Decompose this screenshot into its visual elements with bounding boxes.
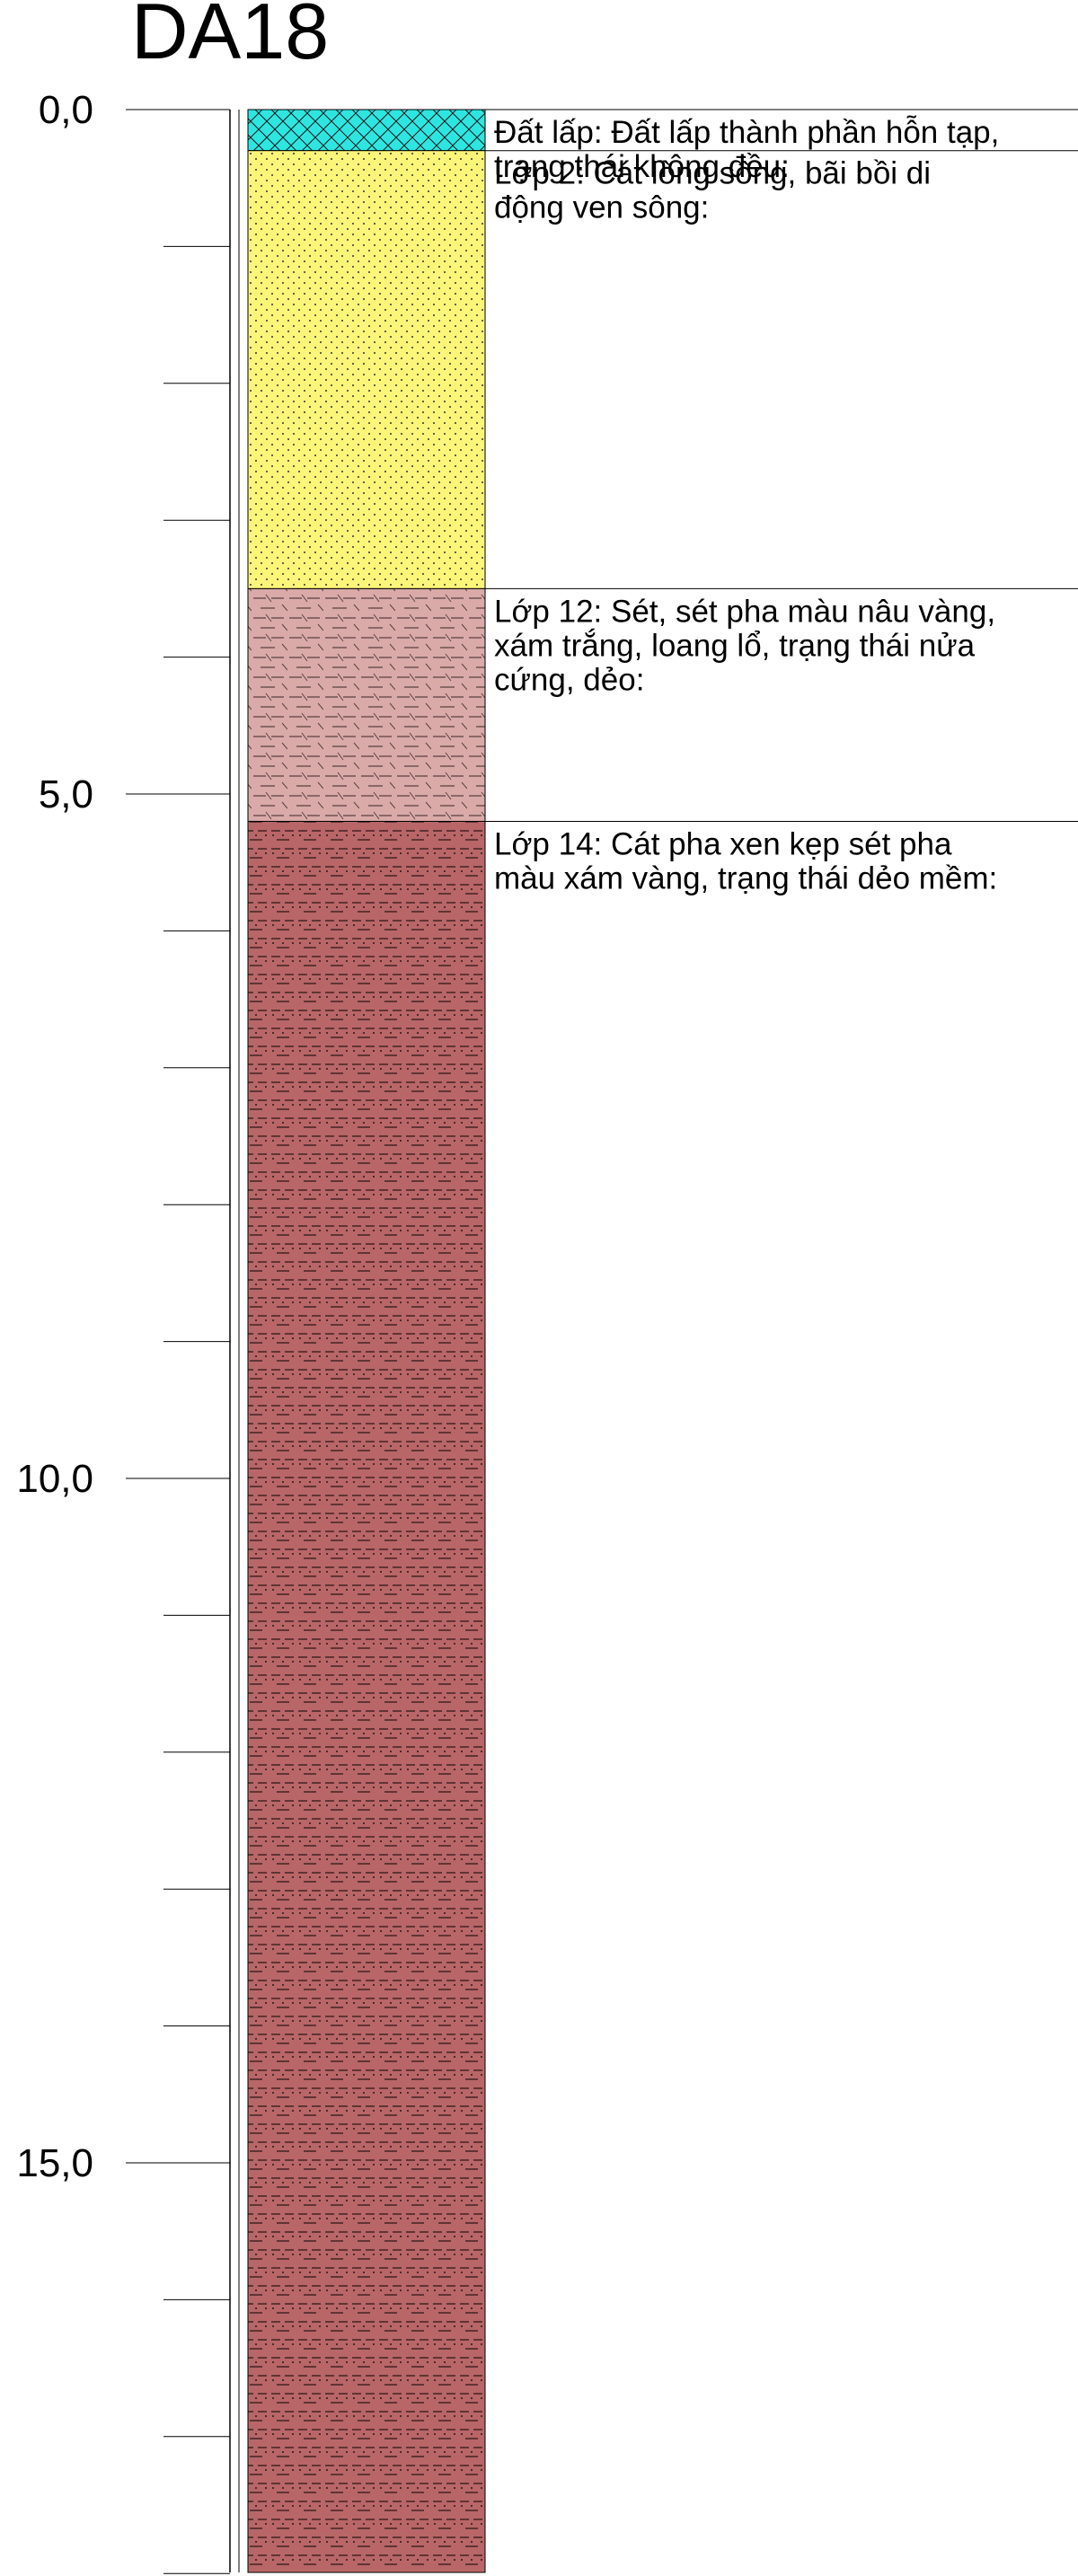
layer-descriptions: Đất lấp: Đất lấp thành phần hỗn tạp, trạn… xyxy=(494,115,999,895)
layer-description-line: Lớp 2: Cát lòng sông, bãi bồi di xyxy=(494,156,931,191)
layer-description-line: Lớp 14: Cát pha xen kẹp sét pha xyxy=(494,826,952,861)
lithology-column xyxy=(247,109,1078,2573)
depth-label: 15,0 xyxy=(16,2141,93,2185)
layer-description-4: Lớp 14: Cát pha xen kẹp sét pha màu xám v… xyxy=(494,826,997,895)
depth-label: 5,0 xyxy=(39,772,93,816)
layer-description-2: Lớp 2: Cát lòng sông, bãi bồi di động ven… xyxy=(494,156,931,225)
layer-description-1: Đất lấp: Đất lấp thành phần hỗn tạp, trạn… xyxy=(494,115,999,184)
layer-description-line: động ven sông: xyxy=(494,190,709,225)
layer-description-line: Lớp 12: Sét, sét pha màu nâu vàng, xyxy=(494,594,995,629)
layer-fill-1 xyxy=(247,109,486,152)
depth-label: 0,0 xyxy=(39,88,93,132)
layer-description-line: trạng thái không đều: xyxy=(494,149,790,184)
layer-description-line: màu xám vàng, trạng thái dẻo mềm: xyxy=(494,860,997,895)
borehole-title: DA18 xyxy=(131,0,329,75)
layer-description-line: xám trắng, loang lổ, trạng thái nửa xyxy=(494,628,976,663)
layer-description-line: Đất lấp: Đất lấp thành phần hỗn tạp, xyxy=(494,115,999,150)
layer-fill-3 xyxy=(247,587,486,822)
depth-axis: 0,0 5,0 10,0 15,0 xyxy=(16,88,240,2574)
depth-label: 10,0 xyxy=(16,1457,93,1501)
layer-description-3: Lớp 12: Sét, sét pha màu nâu vàng, xám tr… xyxy=(494,594,995,697)
layer-description-line: cứng, dẻo: xyxy=(494,662,644,697)
layer-fill-2 xyxy=(247,150,486,589)
layer-fill-4 xyxy=(247,820,486,2573)
